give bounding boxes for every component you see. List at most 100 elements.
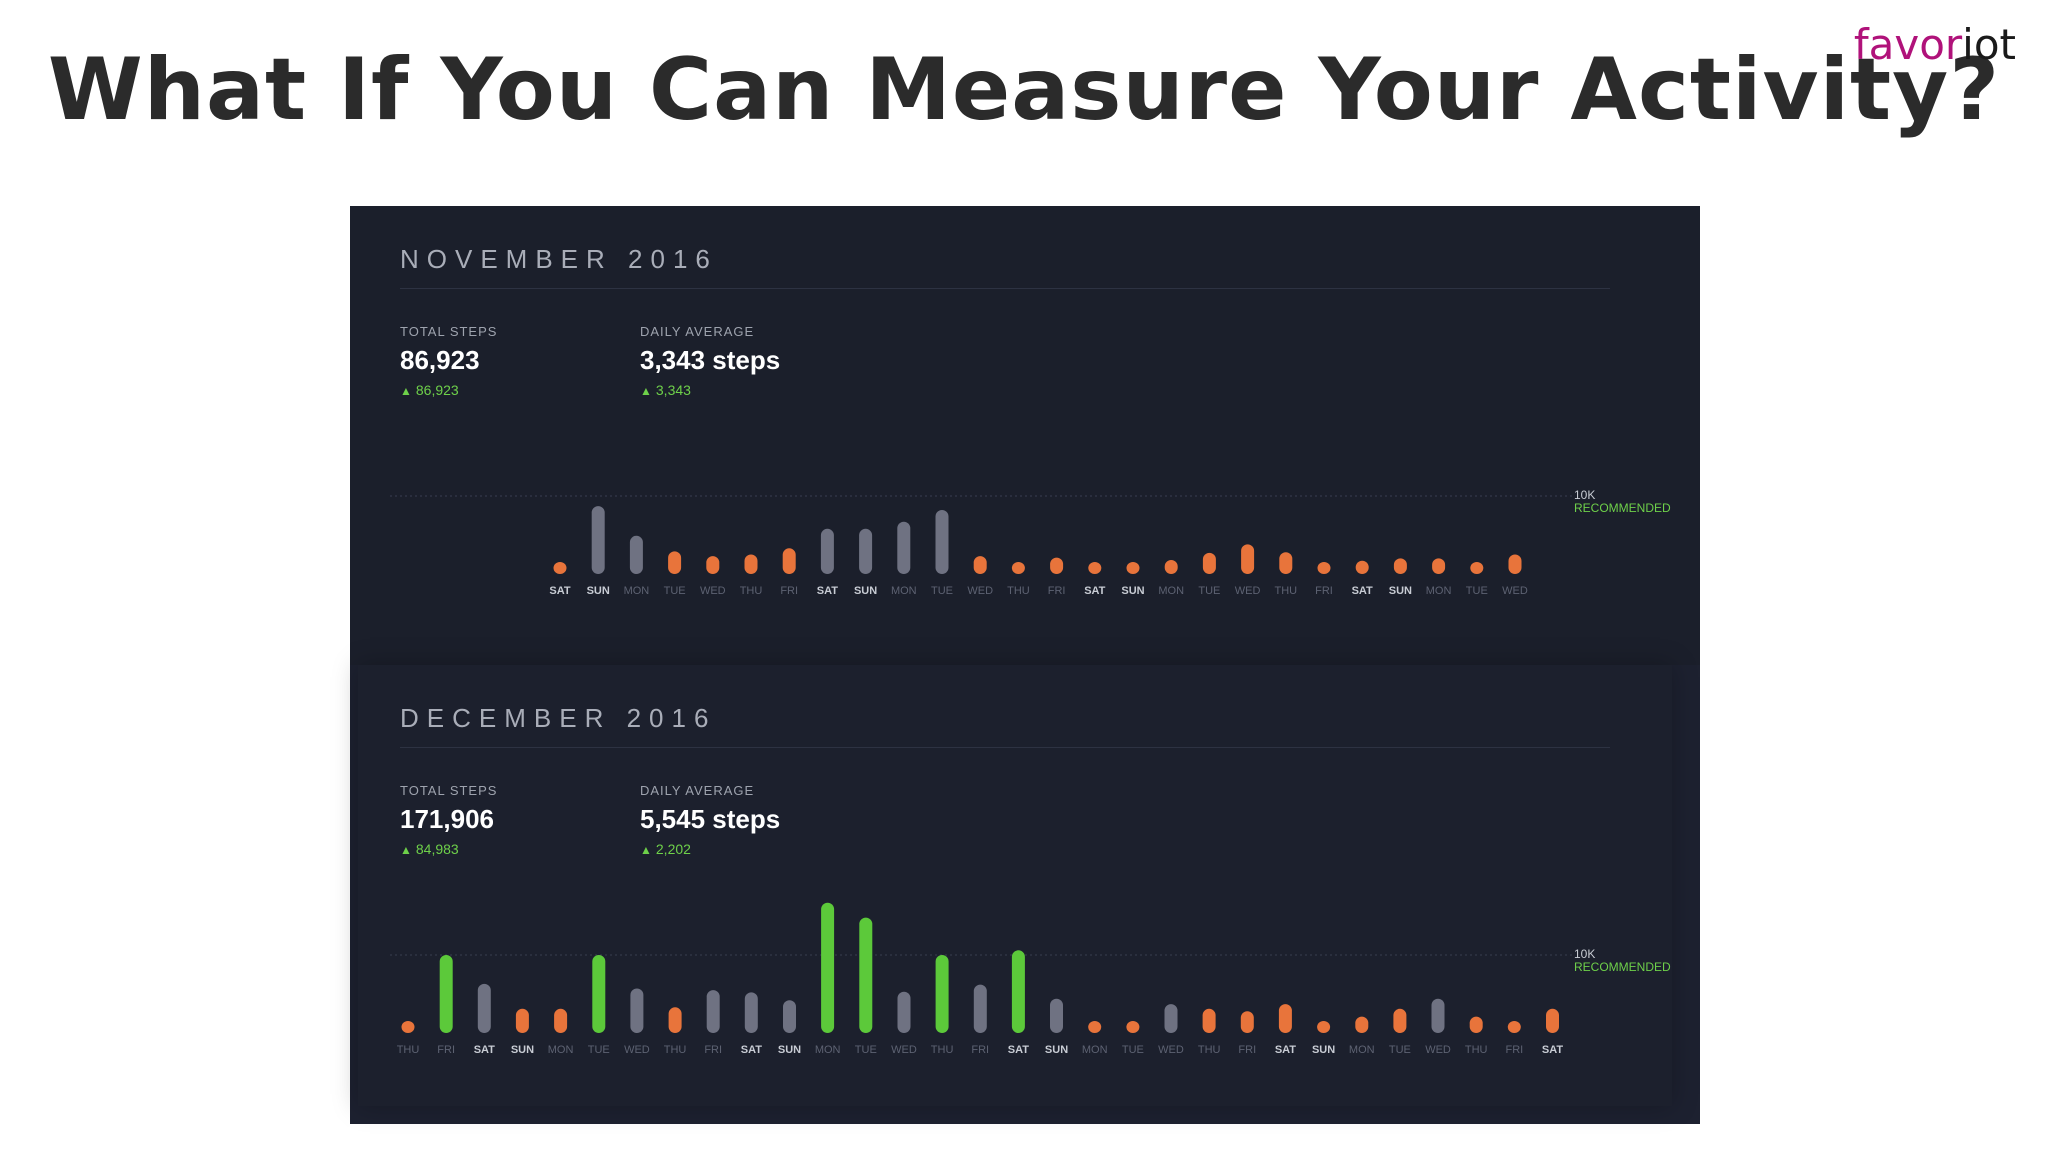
logo-part-iot: iot (1962, 20, 2016, 69)
november-day-label-6: THU (740, 585, 763, 597)
december-bar-9 (706, 990, 720, 1033)
december-bar-22 (1202, 1008, 1216, 1033)
december-bar-12 (821, 902, 835, 1033)
november-day-label-11: TUE (931, 585, 953, 597)
december-day-label-3: SAT (474, 1044, 495, 1056)
daily-average-label: DAILY AVERAGE (640, 783, 755, 798)
november-bar-8 (820, 528, 834, 574)
december-day-label-23: FRI (1238, 1044, 1256, 1056)
divider (400, 747, 1610, 748)
november-bar-16 (1126, 562, 1140, 574)
up-triangle-icon: ▲ (400, 843, 412, 857)
logo-part-favor: favor (1853, 20, 1963, 69)
up-triangle-icon: ▲ (640, 843, 652, 857)
december-bar-4 (515, 1008, 529, 1033)
daily-average-delta: ▲ 2,202 (640, 841, 780, 857)
november-day-label-4: TUE (664, 585, 686, 597)
november-day-label-25: TUE (1466, 585, 1488, 597)
daily-average-stat: DAILY AVERAGE 3,343 steps ▲ 3,343 (640, 324, 780, 398)
december-day-label-27: TUE (1389, 1044, 1411, 1056)
november-bar-21 (1317, 562, 1331, 574)
december-day-label-30: FRI (1505, 1044, 1523, 1056)
november-bar-11 (935, 510, 949, 574)
december-bar-15 (935, 955, 949, 1033)
december-panel: DECEMBER 2016 TOTAL STEPS 171,906 ▲ 84,98… (350, 665, 1700, 1124)
december-day-label-26: MON (1349, 1044, 1375, 1056)
november-bar-15 (1088, 562, 1102, 574)
december-day-label-2: FRI (437, 1044, 455, 1056)
december-bar-13 (859, 917, 873, 1033)
november-day-label-20: THU (1274, 585, 1297, 597)
december-bar-11 (783, 1000, 796, 1033)
december-day-label-29: THU (1465, 1044, 1488, 1056)
november-day-label-15: SAT (1084, 585, 1105, 597)
december-day-label-17: SAT (1008, 1044, 1029, 1056)
total-steps-value: 86,923 (400, 345, 480, 375)
december-bar-10 (744, 992, 758, 1033)
december-day-label-6: TUE (588, 1044, 610, 1056)
november-bar-6 (744, 554, 758, 574)
november-bar-13 (1011, 562, 1025, 574)
total-steps-delta-value: 86,923 (415, 382, 459, 398)
november-day-label-5: WED (700, 585, 726, 597)
december-bar-7 (630, 988, 644, 1033)
november-bar-22 (1355, 560, 1369, 574)
december-day-label-15: THU (931, 1044, 954, 1056)
december-steps-chart: 10K RECOMMENDED THU FRI SAT SUN MON TUE WED THU… (390, 902, 1671, 1056)
total-steps-delta-value: 84,983 (415, 841, 459, 857)
november-bar-20 (1279, 552, 1293, 574)
december-day-label-28: WED (1425, 1044, 1451, 1056)
november-day-label-9: SUN (854, 585, 877, 597)
november-day-label-3: MON (624, 585, 650, 597)
total-steps-value: 171,906 (400, 804, 494, 834)
slide-title: What If You Can Measure Your Activity? (47, 40, 2001, 140)
december-bar-17 (1011, 950, 1025, 1033)
december-card (358, 665, 1672, 1106)
december-bar-30 (1507, 1021, 1521, 1033)
november-day-label-22: SAT (1352, 585, 1373, 597)
november-bar-12 (973, 556, 987, 574)
december-bar-26 (1355, 1016, 1369, 1033)
total-steps-delta: ▲ 86,923 (400, 382, 497, 398)
total-steps-stat: TOTAL STEPS 86,923 ▲ 86,923 (400, 324, 497, 398)
favoriot-logo: favoriot (1854, 20, 2016, 69)
december-bar-8 (668, 1007, 682, 1033)
november-bar-7 (782, 548, 796, 574)
december-day-label-11: SUN (778, 1044, 801, 1056)
total-steps-stat: TOTAL STEPS 171,906 ▲ 84,983 (400, 783, 497, 857)
november-bar-3 (629, 535, 643, 574)
december-day-label-9: FRI (704, 1044, 722, 1056)
daily-average-delta-value: 3,343 (655, 382, 691, 398)
december-bar-14 (897, 991, 911, 1033)
december-bar-27 (1393, 1008, 1407, 1033)
november-panel: NOVEMBER 2016 TOTAL STEPS 86,923 ▲ 86,923… (350, 206, 1700, 665)
november-day-label-23: SUN (1389, 585, 1412, 597)
december-bar-1 (401, 1021, 415, 1033)
november-day-label-8: SAT (817, 585, 838, 597)
november-bar-23 (1393, 558, 1407, 574)
december-day-label-5: MON (548, 1044, 574, 1056)
december-bar-16 (973, 984, 987, 1033)
december-bar-6 (592, 955, 606, 1033)
daily-average-value: 5,545 steps (640, 804, 781, 834)
november-bar-19 (1241, 544, 1255, 574)
recommended-text-label: RECOMMENDED (1574, 501, 1671, 515)
december-day-label-31: SAT (1542, 1044, 1563, 1056)
december-day-label-13: TUE (855, 1044, 877, 1056)
november-day-label-16: SUN (1121, 585, 1144, 597)
december-bar-19 (1088, 1021, 1102, 1033)
november-bar-26 (1508, 554, 1522, 574)
december-bar-28 (1431, 998, 1445, 1033)
november-bar-1 (553, 562, 567, 574)
november-day-label-19: WED (1235, 585, 1261, 597)
december-day-label-7: WED (624, 1044, 650, 1056)
november-day-label-21: FRI (1315, 585, 1333, 597)
december-day-label-16: FRI (971, 1044, 989, 1056)
total-steps-label: TOTAL STEPS (400, 324, 498, 339)
november-day-label-2: SUN (587, 585, 610, 597)
total-steps-delta: ▲ 84,983 (400, 841, 497, 857)
december-bar-21 (1164, 1004, 1178, 1033)
daily-average-delta-value: 2,202 (655, 841, 691, 857)
december-bar-24 (1278, 1004, 1292, 1033)
